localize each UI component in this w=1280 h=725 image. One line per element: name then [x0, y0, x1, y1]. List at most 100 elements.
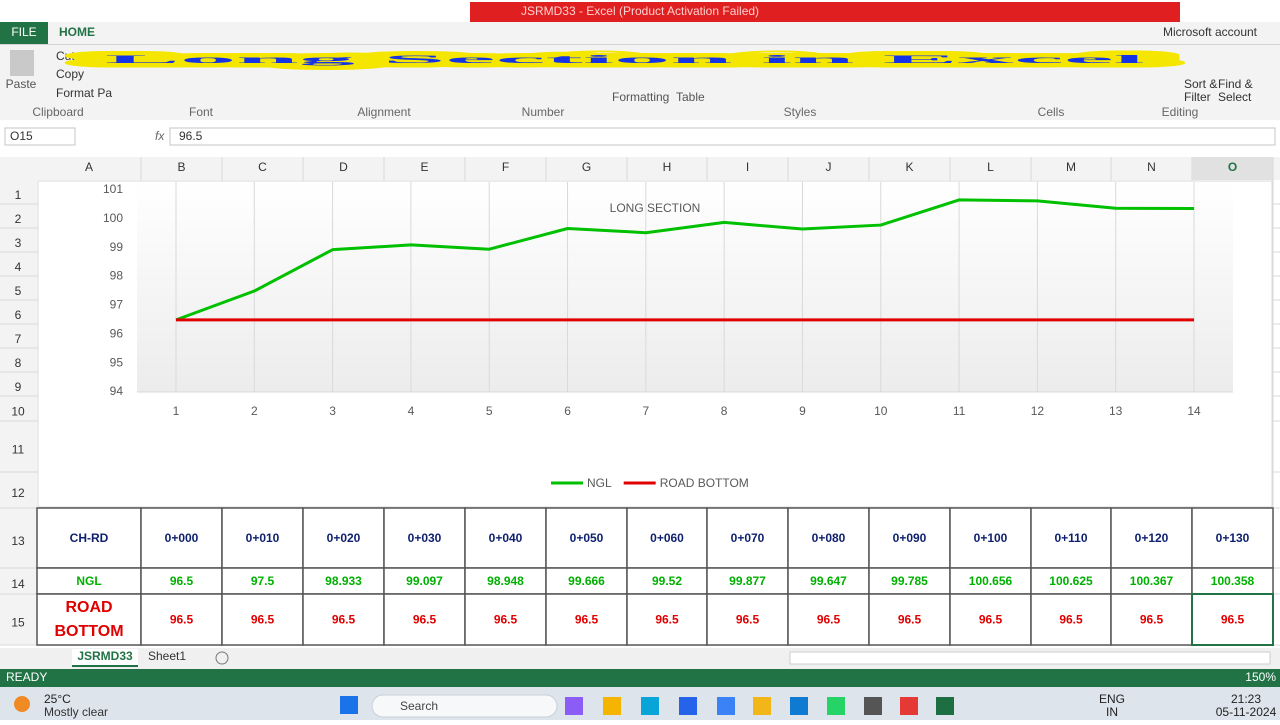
tab[interactable]: FILE: [11, 25, 36, 39]
y-tick-label: 96: [110, 326, 124, 340]
fx-label: fx: [155, 129, 165, 143]
x-tick-label: 3: [329, 404, 336, 418]
sheet-tab[interactable]: JSRMD33: [77, 649, 133, 663]
x-tick-label: 4: [408, 404, 415, 418]
column-header: J: [826, 160, 832, 174]
ribbon-group-label: Cells: [1038, 105, 1065, 119]
formula-input[interactable]: [169, 127, 1276, 146]
cell-text: 97.5: [251, 574, 275, 588]
cell-text: 0+030: [408, 531, 442, 545]
app-icon[interactable]: [936, 697, 954, 715]
ribbon-group-label: Styles: [784, 105, 817, 119]
app-icon[interactable]: [827, 697, 845, 715]
app-icon[interactable]: [565, 697, 583, 715]
add-sheet[interactable]: [215, 651, 229, 665]
column-header: E: [420, 160, 428, 174]
table-cell: [464, 593, 547, 646]
tab[interactable]: HOME: [59, 25, 95, 39]
ribbon-group-label: Number: [522, 105, 565, 119]
app-icon[interactable]: [864, 697, 882, 715]
cell-text: 0+070: [731, 531, 765, 545]
app-icon[interactable]: [641, 697, 659, 715]
row-header: 8: [15, 356, 22, 370]
h-scrollbar[interactable]: [789, 651, 1271, 665]
search-text: Search: [400, 699, 438, 713]
ribbon-button[interactable]: Filter: [1184, 90, 1211, 104]
ribbon-button[interactable]: Formatting: [612, 90, 669, 104]
column-header: A: [85, 160, 93, 174]
app-icon[interactable]: [753, 697, 771, 715]
cell-text: 0+090: [893, 531, 927, 545]
cell-text: 0+120: [1135, 531, 1169, 545]
table-cell: [787, 507, 870, 569]
zoom-level[interactable]: 150%: [1245, 670, 1276, 684]
y-tick-label: 101: [103, 182, 123, 196]
clock-date[interactable]: 05-11-2024: [1216, 705, 1277, 719]
y-tick-label: 100: [103, 211, 123, 225]
table-cell: [221, 567, 304, 595]
weather-icon: [14, 696, 30, 712]
table-cell: [383, 593, 466, 646]
cell-text: 96.5: [170, 613, 194, 627]
table-cell: [140, 593, 223, 646]
ribbon-button[interactable]: Paste: [6, 77, 37, 91]
ribbon-button[interactable]: Cut: [56, 49, 75, 63]
cell-text: 98.933: [325, 574, 362, 588]
x-tick-label: 5: [486, 404, 493, 418]
row-header: 1: [15, 188, 22, 202]
row-header: 9: [15, 380, 22, 394]
table-cell: [1191, 567, 1274, 595]
ribbon-group-label: Alignment: [357, 105, 411, 119]
plot-area: [137, 182, 1233, 392]
cell-text: 99.097: [406, 574, 443, 588]
cell-text: 96.5: [1059, 613, 1083, 627]
column-header: D: [339, 160, 348, 174]
table-cell: [302, 567, 385, 595]
cell-text: 0+010: [246, 531, 280, 545]
row-header: 14: [11, 577, 25, 591]
account[interactable]: Microsoft account: [1163, 25, 1258, 39]
file-tab[interactable]: [0, 22, 48, 44]
column-header: C: [258, 160, 267, 174]
table-cell: [706, 507, 789, 569]
app-icon[interactable]: [679, 697, 697, 715]
ribbon-button[interactable]: Sort &: [1184, 77, 1217, 91]
search-box[interactable]: [371, 694, 558, 718]
paste-icon: [10, 50, 34, 76]
lang[interactable]: ENG: [1099, 692, 1125, 706]
table-cell: [383, 507, 466, 569]
row-header: 3: [15, 236, 22, 250]
cell-text: 0+100: [974, 531, 1008, 545]
row-header: 5: [15, 284, 22, 298]
ribbon-button[interactable]: Table: [676, 90, 705, 104]
app-icon[interactable]: [790, 697, 808, 715]
app-icon[interactable]: [717, 697, 735, 715]
ribbon-button[interactable]: Format Pa: [56, 86, 112, 100]
name-box[interactable]: [4, 127, 76, 146]
cell-text: NGL: [76, 574, 101, 588]
cell-text: 100.625: [1049, 574, 1093, 588]
app-icon[interactable]: [603, 697, 621, 715]
sheet-tab[interactable]: Sheet1: [148, 649, 186, 663]
sheet-tab-active[interactable]: [72, 649, 138, 667]
table-cell: [1030, 507, 1112, 569]
clock-time[interactable]: 21:23: [1231, 692, 1261, 706]
start-button[interactable]: [340, 696, 358, 714]
column-header: L: [987, 160, 994, 174]
ribbon-button[interactable]: Copy: [56, 67, 84, 81]
ribbon-button[interactable]: oSum: [1146, 49, 1177, 63]
lang-region[interactable]: IN: [1106, 705, 1118, 719]
x-tick-label: 9: [799, 404, 806, 418]
ribbon-group-label: Clipboard: [32, 105, 83, 119]
cell-text: 96.5: [1221, 613, 1245, 627]
ribbon-button[interactable]: Select: [1218, 90, 1252, 104]
row-header: 13: [11, 534, 25, 548]
x-tick-label: 12: [1031, 404, 1045, 418]
x-tick-label: 8: [721, 404, 728, 418]
app-icon[interactable]: [900, 697, 918, 715]
cell-text: 96.5: [736, 613, 760, 627]
y-tick-label: 98: [110, 269, 124, 283]
cell-text: 0+080: [812, 531, 846, 545]
row-header: 11: [12, 443, 25, 457]
ribbon-button[interactable]: Find &: [1218, 77, 1253, 91]
